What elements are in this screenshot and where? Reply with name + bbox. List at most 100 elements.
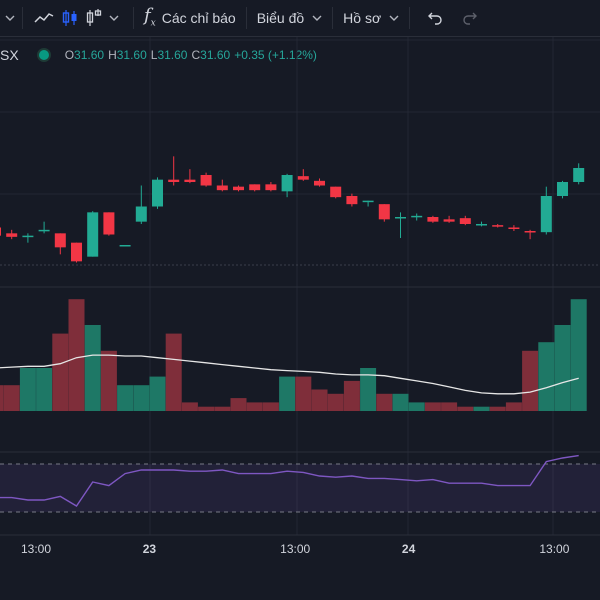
candle-body — [281, 175, 293, 192]
chevron-down-icon[interactable] — [105, 0, 123, 36]
volume-bar — [311, 389, 328, 411]
chevron-down-icon — [312, 14, 322, 22]
top-toolbar: fx Các chỉ báo Biểu đồ Hồ sơ — [0, 0, 600, 37]
divider — [332, 7, 334, 29]
volume-bar — [181, 402, 198, 411]
volume-bar — [505, 402, 522, 411]
rsi-band-fill — [0, 464, 600, 512]
candle-body — [540, 196, 552, 233]
candle-body — [524, 231, 536, 233]
candle-body — [38, 229, 50, 232]
candle-body — [22, 235, 34, 238]
candle-body — [135, 206, 147, 222]
divider — [245, 7, 247, 29]
volume-bar — [327, 393, 344, 411]
chevron-down-icon[interactable] — [0, 0, 20, 36]
undo-icon[interactable] — [420, 0, 450, 36]
candle-body — [71, 242, 82, 262]
candle-body — [233, 186, 244, 191]
volume-bar — [149, 376, 166, 411]
volume-bar — [52, 333, 69, 411]
candle-body — [362, 200, 374, 203]
candle-body — [54, 233, 66, 248]
volume-bar — [473, 406, 490, 411]
price-chart[interactable] — [0, 37, 600, 537]
fx-sub: x — [150, 18, 156, 29]
volume-bar — [214, 406, 231, 411]
low-value: 31.60 — [157, 48, 188, 62]
function-icon: fx — [144, 7, 156, 29]
volume-bar — [165, 333, 182, 411]
divider — [22, 7, 23, 29]
volume-bar — [441, 402, 458, 411]
volume-bar — [3, 385, 20, 411]
candle-body — [395, 217, 406, 219]
fx-symbol: f — [144, 5, 151, 27]
chart-menu-label: Biểu đồ — [256, 10, 305, 26]
volume-bar — [279, 376, 296, 411]
candle-body — [200, 175, 212, 186]
candle-body — [216, 185, 228, 191]
candle-body — [476, 224, 487, 226]
candle-body — [87, 212, 99, 257]
volume-bar — [360, 368, 377, 411]
time-axis-label: 13:00 — [280, 542, 311, 556]
candle-body — [443, 219, 455, 222]
rsi-line — [0, 454, 579, 507]
candle-body — [184, 179, 196, 182]
candle-body — [557, 182, 568, 196]
high-label: H — [108, 48, 117, 62]
volume-bar — [198, 406, 215, 411]
candle-body — [427, 217, 439, 222]
market-status-icon[interactable] — [36, 48, 51, 62]
redo-icon[interactable] — [450, 0, 490, 36]
volume-bar — [36, 368, 53, 411]
volume-bar — [538, 342, 555, 411]
volume-bar — [0, 385, 4, 411]
profile-menu-button[interactable]: Hồ sơ — [343, 0, 399, 36]
volume-bar — [554, 325, 571, 411]
volume-bar — [133, 385, 150, 411]
candle-body — [346, 196, 358, 205]
time-axis-label: 13:00 — [20, 542, 52, 556]
time-axis-label: 24 — [401, 542, 416, 556]
rsi-pane — [0, 454, 600, 513]
candle-body — [459, 218, 471, 224]
close-value: 31.60 — [200, 48, 231, 62]
open-value: 31.60 — [74, 48, 105, 62]
divider — [133, 7, 134, 29]
grid — [0, 37, 600, 536]
line-chart-icon[interactable] — [31, 0, 57, 36]
chevron-down-icon — [389, 14, 399, 22]
time-axis-label: 13:00 — [539, 542, 570, 556]
low-label: L — [150, 48, 158, 62]
candle-body — [411, 215, 423, 218]
volume-bar — [100, 350, 117, 411]
indicators-button[interactable]: fx Các chỉ báo — [144, 0, 236, 36]
bars-icon[interactable] — [83, 0, 105, 36]
candle-body — [378, 204, 390, 220]
high-value: 31.60 — [116, 48, 147, 62]
close-label: C — [191, 48, 201, 62]
candles-icon[interactable] — [57, 0, 83, 36]
volume-pane — [0, 299, 587, 411]
candle-body — [6, 233, 18, 237]
volume-bar — [246, 402, 263, 411]
volume-bar — [376, 393, 393, 411]
volume-bar — [392, 393, 409, 411]
volume-bar — [262, 402, 279, 411]
volume-bar — [489, 406, 506, 411]
volume-bar — [570, 299, 587, 411]
volume-bar — [522, 350, 539, 411]
candle-body — [119, 245, 131, 247]
volume-bar — [19, 368, 36, 411]
candle-body — [492, 225, 504, 227]
candle-body — [314, 180, 325, 186]
volume-bar — [457, 406, 474, 411]
volume-bar — [408, 402, 425, 411]
volume-bar — [68, 299, 85, 411]
chart-menu-button[interactable]: Biểu đồ — [257, 0, 322, 36]
candle-body — [573, 168, 585, 182]
time-axis-label: 23 — [142, 542, 157, 556]
volume-bar — [295, 376, 312, 411]
